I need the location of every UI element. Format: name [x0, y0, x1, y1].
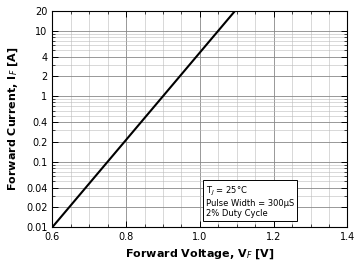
Y-axis label: Forward Current, I$_F$ [A]: Forward Current, I$_F$ [A] [7, 47, 21, 191]
X-axis label: Forward Voltage, V$_F$ [V]: Forward Voltage, V$_F$ [V] [125, 248, 275, 261]
Text: T$_J$ = 25°C
Pulse Width = 300μS
2% Duty Cycle: T$_J$ = 25°C Pulse Width = 300μS 2% Duty… [206, 185, 294, 218]
